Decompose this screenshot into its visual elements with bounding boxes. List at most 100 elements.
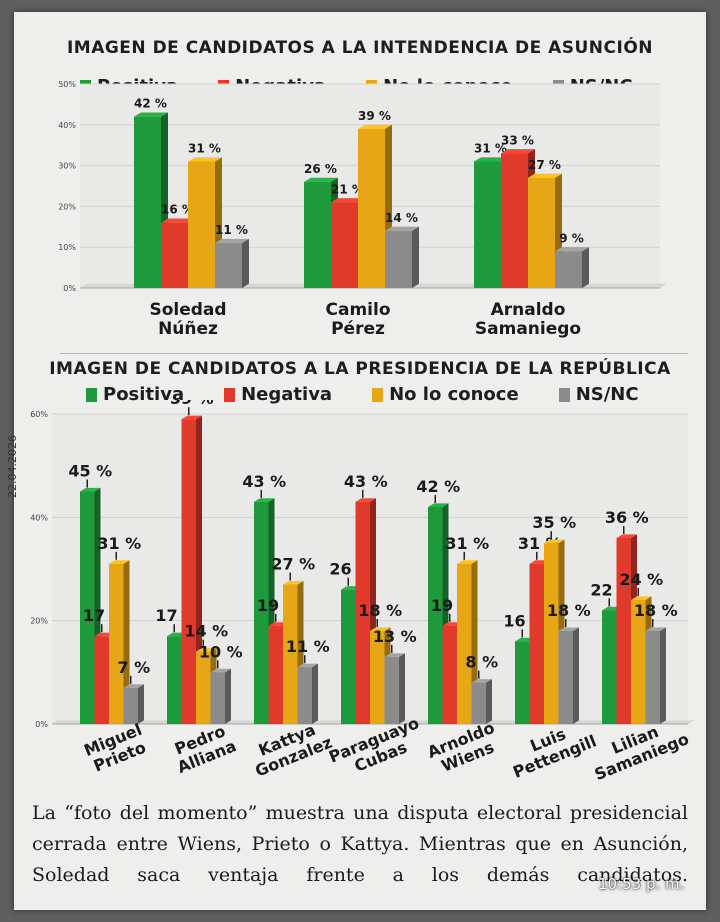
bar-top-no-lo-conoce <box>188 157 222 162</box>
caption-line: La “foto del momento” muestra una disput… <box>32 802 688 824</box>
data-label-positiva: 45 % <box>68 462 112 481</box>
data-label-negativa: 59 % <box>170 400 214 408</box>
data-label-positiva: 42 % <box>416 477 460 496</box>
category-label: Soledad Núñez <box>149 300 226 339</box>
data-label-no-lo-conoce: 24 % <box>619 570 663 589</box>
bar-positiva <box>474 161 501 288</box>
bar-negativa <box>161 222 188 288</box>
y-tick-label: 30% <box>58 162 76 171</box>
legend-swatch-positiva <box>86 387 97 402</box>
bar-top-no-lo-conoce <box>457 560 478 564</box>
data-label-no-lo-conoce: 31 % <box>445 534 489 553</box>
category-label: MiguelPrieto <box>81 720 151 777</box>
bar-top-positiva <box>304 177 338 182</box>
data-label-nsnc: 11 % <box>286 637 330 656</box>
y-tick-label: 50% <box>58 80 76 89</box>
bar-side-nsnc <box>312 663 318 724</box>
bar-side-nsnc <box>573 627 579 724</box>
caption-line: cerrada entre Wiens, Prieto o Kattya. Mi… <box>32 833 688 855</box>
bar-side-nsnc <box>399 653 405 724</box>
bar-negativa <box>529 563 544 724</box>
category-label: LuisPettengill <box>504 715 599 782</box>
bar-nsnc <box>123 687 138 724</box>
y-tick-label: 0% <box>35 720 48 729</box>
category-label-line: Arnaldo <box>491 300 566 320</box>
legend-item-negativa: Negativa <box>224 384 332 405</box>
data-label-positiva: 26 % <box>304 162 337 176</box>
y-tick-label: 10% <box>58 243 76 252</box>
bar-no-lo-conoce <box>283 584 298 724</box>
data-label-no-lo-conoce: 39 % <box>358 109 391 123</box>
bar-negativa <box>268 625 283 724</box>
category-label-line: Camilo <box>326 300 391 320</box>
bar-top-negativa <box>501 149 535 154</box>
data-label-negativa: 21 % <box>331 182 364 196</box>
data-label-nsnc: 18 % <box>634 601 678 620</box>
bar-top-nsnc <box>645 627 666 631</box>
legend-item-nsnc: NS/NC <box>558 384 639 405</box>
chart-title-asuncion: IMAGEN DE CANDIDATOS A LA INTENDENCIA DE… <box>66 38 654 58</box>
legend-swatch-no-lo-conoce <box>372 387 384 402</box>
legend-label-positiva: Positiva <box>103 384 185 405</box>
legend-swatch-nsnc <box>558 387 570 402</box>
bar-top-negativa <box>616 534 637 538</box>
bar-positiva <box>515 641 530 724</box>
bar-side-nsnc <box>660 627 666 724</box>
time-stamp: 10:53 p. m. <box>598 875 685 893</box>
bar-top-nsnc <box>471 679 492 683</box>
data-label-no-lo-conoce: 14 % <box>184 622 228 641</box>
bar-top-positiva <box>134 112 168 117</box>
bar-negativa <box>442 625 457 724</box>
bar-side-nsnc <box>242 238 249 288</box>
bar-positiva <box>254 501 269 724</box>
bar-no-lo-conoce <box>544 543 559 724</box>
bar-top-nsnc <box>210 668 231 673</box>
legend-swatch-negativa <box>224 387 236 402</box>
bar-negativa <box>501 153 528 288</box>
bar-top-negativa <box>181 415 202 420</box>
data-label-no-lo-conoce: 18 % <box>358 601 402 620</box>
bar-side-nsnc <box>486 679 492 724</box>
bar-side-nsnc <box>138 684 144 724</box>
caption-text: La “foto del momento” muestra una disput… <box>32 798 688 891</box>
section-divider <box>60 353 688 354</box>
bar-top-nsnc <box>558 627 579 631</box>
y-tick-label: 60% <box>30 410 48 419</box>
data-label-nsnc: 13 % <box>373 627 417 646</box>
legend-label-no-lo-conoce: No lo conoce <box>389 384 519 405</box>
bar-positiva <box>304 181 331 288</box>
category-label: KattyaGonzalez <box>246 716 335 781</box>
caption-line: Soledad saca ventaja frente a los demás … <box>32 864 688 886</box>
bar-top-positiva <box>254 498 275 502</box>
chart-asuncion: 0% 10% 20% 30% 40% 50% 42 % 16 % 31 % 11 % Soledad… <box>58 80 667 339</box>
bar-top-no-lo-conoce <box>358 124 392 129</box>
chart-presidencia: 0%20%40%60%45 %17 %31 %7 %MiguelPrieto17… <box>30 400 694 784</box>
category-label-line: Núñez <box>158 319 218 339</box>
bar-negativa <box>616 538 631 724</box>
data-label-positiva: 43 % <box>242 472 286 491</box>
y-tick-label: 40% <box>30 513 48 522</box>
bar-positiva <box>428 507 443 724</box>
bar-side-nsnc <box>412 226 419 288</box>
bar-side-negativa <box>196 415 202 724</box>
y-tick-label: 0% <box>63 284 76 293</box>
bar-nsnc <box>555 251 582 288</box>
data-label-nsnc: 10 % <box>199 642 243 661</box>
bar-top-positiva <box>428 503 449 507</box>
bar-top-no-lo-conoce <box>109 560 130 564</box>
bar-no-lo-conoce <box>528 177 555 288</box>
data-label-nsnc: 18 % <box>547 601 591 620</box>
legend-item-positiva: Positiva <box>86 384 184 405</box>
category-label-line: Soledad <box>149 300 226 320</box>
legend-presidencia: Positiva Negativa No lo conoce NS/NC <box>86 384 639 405</box>
legend-item-no-lo-conoce: No lo conoce <box>372 384 519 405</box>
bar-no-lo-conoce <box>109 563 124 724</box>
bar-no-lo-conoce <box>358 128 385 288</box>
bar-top-no-lo-conoce <box>196 648 217 652</box>
bar-positiva <box>602 610 617 724</box>
data-label-no-lo-conoce: 27 % <box>528 158 561 172</box>
bar-top-positiva <box>474 157 508 162</box>
data-label-positiva: 42 % <box>134 97 167 111</box>
y-tick-label: 40% <box>58 121 76 130</box>
data-label-nsnc: 9 % <box>559 231 584 245</box>
